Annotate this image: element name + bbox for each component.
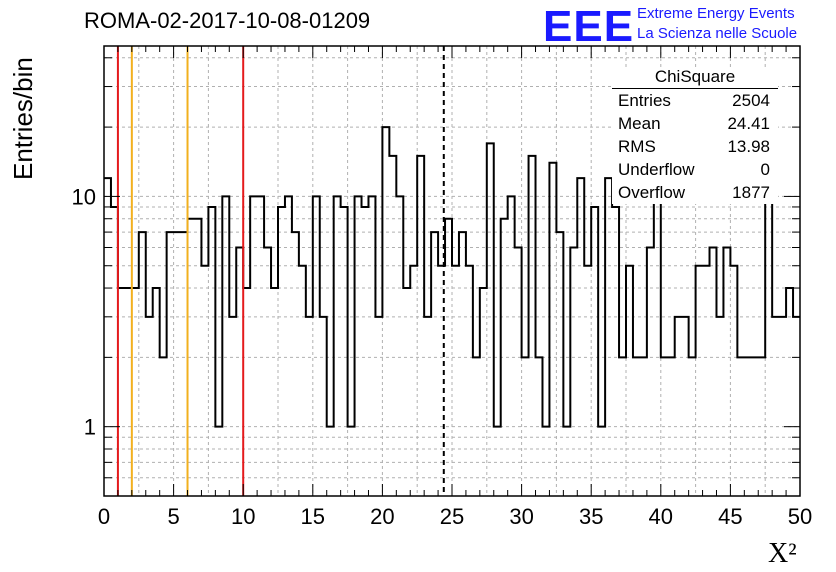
stats-value: 2504 xyxy=(732,91,770,110)
x-axis-label: X² xyxy=(768,538,797,569)
stats-value: 24.41 xyxy=(727,114,770,133)
stats-label: RMS xyxy=(618,137,656,156)
y-tick-label: 1 xyxy=(84,415,96,440)
stats-row: Underflow 0 xyxy=(612,158,778,181)
logo-line-2: La Scienza nelle Scuole xyxy=(637,25,798,42)
y-axis-label: Entries/bin xyxy=(8,57,38,180)
x-tick-label: 10 xyxy=(231,504,255,529)
stats-row: Entries 2504 xyxy=(612,89,778,112)
stats-row: RMS 13.98 xyxy=(612,135,778,158)
stats-row: Mean 24.41 xyxy=(612,112,778,135)
stats-value: 1877 xyxy=(732,183,770,202)
x-tick-label: 5 xyxy=(167,504,179,529)
x-tick-label: 0 xyxy=(98,504,110,529)
stats-box: ChiSquare Entries 2504 Mean 24.41 RMS 13… xyxy=(612,67,778,204)
x-tick-label: 50 xyxy=(788,504,812,529)
x-tick-label: 40 xyxy=(649,504,673,529)
y-tick-label: 10 xyxy=(72,184,96,209)
histogram-series xyxy=(104,126,800,428)
x-tick-label: 45 xyxy=(718,504,742,529)
stats-label: Mean xyxy=(618,114,661,133)
logo-caption: Extreme Energy Events La Scienza nelle S… xyxy=(637,4,797,44)
stats-value: 13.98 xyxy=(727,137,770,156)
stats-title: ChiSquare xyxy=(612,67,778,89)
stats-label: Entries xyxy=(618,91,671,110)
x-tick-label: 25 xyxy=(440,504,464,529)
stats-label: Overflow xyxy=(618,183,686,202)
x-tick-label: 30 xyxy=(509,504,533,529)
x-tick-label: 20 xyxy=(370,504,394,529)
x-tick-label: 35 xyxy=(579,504,603,529)
run-title: ROMA-02-2017-10-08-01209 xyxy=(84,8,371,33)
x-tick-label: 15 xyxy=(301,504,325,529)
stats-row: Overflow 1877 xyxy=(612,181,778,204)
logo-line-1: Extreme Energy Events xyxy=(637,5,795,22)
stats-label: Underflow xyxy=(618,160,695,179)
stats-value: 0 xyxy=(760,160,770,179)
eee-logo: EEE xyxy=(543,2,635,51)
